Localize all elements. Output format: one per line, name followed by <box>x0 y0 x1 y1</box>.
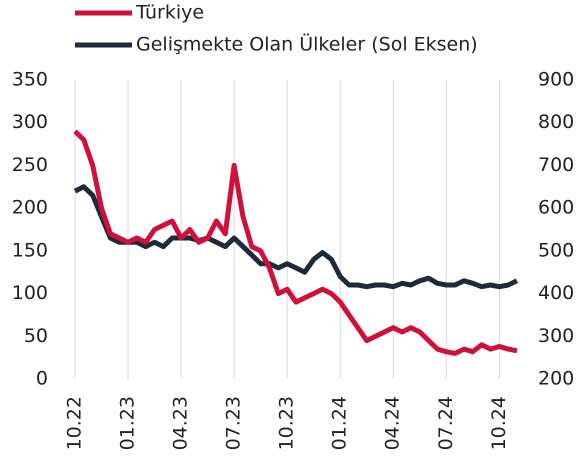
y-tick-label: 200 <box>12 197 48 219</box>
x-tick-label: 07.24 <box>435 396 457 450</box>
y-tick-label: 100 <box>12 282 48 304</box>
x-tick-label: 01.23 <box>117 396 139 450</box>
x-tick-label: 10.24 <box>488 396 510 450</box>
y2-tick-label: 300 <box>538 325 574 347</box>
y2-tick-label: 700 <box>538 154 574 176</box>
legend-label: Gelişmekte Olan Ülkeler (Sol Eksen) <box>136 33 478 56</box>
y2-tick-label: 200 <box>538 368 574 390</box>
y-tick-label: 150 <box>12 239 48 261</box>
y-tick-label: 50 <box>24 325 48 347</box>
series-line <box>73 184 519 290</box>
y2-tick-label: 500 <box>538 239 574 261</box>
series-line <box>73 129 518 356</box>
x-tick-label: 10.23 <box>276 396 298 450</box>
y-tick-label: 250 <box>12 154 48 176</box>
y2-tick-label: 600 <box>538 197 574 219</box>
y2-tick-label: 400 <box>538 282 574 304</box>
y-tick-label: 0 <box>36 368 48 390</box>
legend-label: Türkiye <box>135 2 204 24</box>
x-tick-label: 07.23 <box>223 396 245 450</box>
y-tick-label: 300 <box>12 111 48 133</box>
y-tick-label: 350 <box>12 69 48 91</box>
y2-tick-label: 900 <box>538 69 574 91</box>
x-tick-label: 04.24 <box>382 396 404 450</box>
x-tick-label: 01.24 <box>329 396 351 450</box>
x-tick-label: 04.23 <box>170 396 192 450</box>
y2-tick-label: 800 <box>538 111 574 133</box>
x-tick-label: 10.22 <box>64 396 86 450</box>
